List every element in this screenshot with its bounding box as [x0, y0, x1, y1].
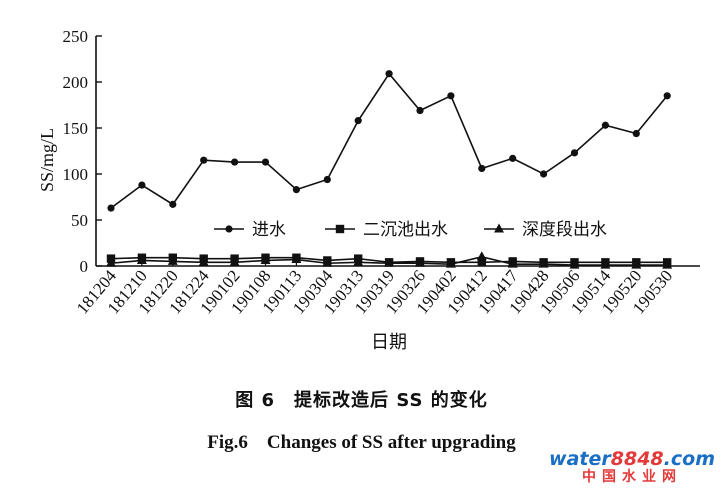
- data-point-triangle: [494, 223, 504, 233]
- data-point-circle: [169, 200, 177, 208]
- legend-item-3: 深度段出水: [484, 220, 607, 240]
- data-point-triangle: [106, 257, 116, 267]
- data-point-circle: [323, 175, 331, 184]
- chart-series: [106, 70, 673, 269]
- data-point-circle: [601, 121, 610, 129]
- data-point-circle: [509, 154, 517, 162]
- data-point-triangle: [415, 257, 425, 267]
- x-axis-ticks: 1812041812101812201812241901021901081901…: [73, 261, 676, 318]
- watermark-site-name: 中国水业网: [582, 468, 683, 485]
- data-point-triangle: [291, 254, 302, 264]
- data-point-circle: [385, 70, 393, 78]
- data-point-triangle: [445, 258, 456, 268]
- data-point-circle: [540, 170, 548, 178]
- data-point-circle: [447, 92, 455, 100]
- series-1: [107, 70, 671, 212]
- legend-label: 二沉池出水: [363, 220, 448, 240]
- data-point-circle: [231, 158, 239, 166]
- data-point-triangle: [600, 259, 611, 269]
- data-point-triangle: [631, 259, 642, 269]
- data-point-triangle: [136, 254, 147, 264]
- watermark-brand-text: water: [549, 447, 611, 470]
- data-point-circle: [570, 149, 579, 157]
- watermark-brand: water8848.com: [549, 447, 715, 470]
- data-point-circle: [138, 181, 146, 189]
- data-point-square: [477, 258, 486, 267]
- data-point-triangle: [662, 259, 673, 269]
- data-point-triangle: [384, 257, 395, 267]
- data-point-triangle: [167, 255, 178, 265]
- data-point-triangle: [507, 258, 518, 268]
- watermark-number: 8848: [610, 447, 664, 470]
- data-point-circle: [200, 156, 208, 164]
- figure-caption-english: Fig.6 Changes of SS after upgrading: [207, 432, 516, 453]
- y-axis-title: SS/mg/L: [37, 128, 57, 192]
- series-3: [106, 251, 673, 269]
- data-point-circle: [107, 204, 115, 212]
- legend-label: 深度段出水: [522, 220, 607, 240]
- data-point-circle: [478, 164, 486, 173]
- legend-label: 进水: [252, 220, 286, 240]
- y-tick-label: 100: [63, 165, 89, 184]
- legend-item-1: 进水: [214, 220, 286, 240]
- figure-caption-chinese: 图 6 提标改造后 SS 的变化: [235, 390, 488, 411]
- data-point-circle: [225, 225, 233, 233]
- data-point-triangle: [538, 258, 549, 268]
- data-point-square: [335, 224, 345, 234]
- ss-line-chart: 0 50 100 150 200 250 181204181210181220181224…: [37, 27, 700, 352]
- watermark-logo: water8848.com 中国水业网: [549, 447, 715, 485]
- y-tick-label: 250: [63, 27, 89, 46]
- data-point-triangle: [260, 254, 271, 264]
- y-tick-label: 200: [63, 73, 89, 92]
- data-point-circle: [261, 158, 270, 166]
- data-point-triangle: [569, 259, 580, 269]
- chart-axes: [95, 36, 700, 267]
- data-point-circle: [354, 117, 362, 125]
- data-point-triangle: [322, 257, 333, 267]
- y-axis-ticks: 0 50 100 150 200 250: [63, 27, 102, 276]
- data-point-triangle: [476, 251, 487, 261]
- data-point-triangle: [353, 256, 364, 266]
- series-line: [110, 72, 668, 209]
- data-point-circle: [416, 106, 424, 115]
- watermark-suffix: .com: [663, 447, 715, 470]
- data-point-circle: [632, 129, 640, 138]
- data-point-circle: [292, 186, 300, 194]
- y-tick-label: 0: [80, 257, 89, 276]
- y-tick-label: 50: [71, 211, 88, 230]
- x-axis-title: 日期: [371, 332, 407, 352]
- y-tick-label: 150: [63, 119, 89, 138]
- data-point-circle: [663, 92, 671, 100]
- data-point-triangle: [229, 256, 240, 266]
- chart-legend: 进水 二沉池出水 深度段出水: [214, 220, 607, 240]
- legend-item-2: 二沉池出水: [325, 220, 448, 240]
- data-point-triangle: [198, 256, 209, 266]
